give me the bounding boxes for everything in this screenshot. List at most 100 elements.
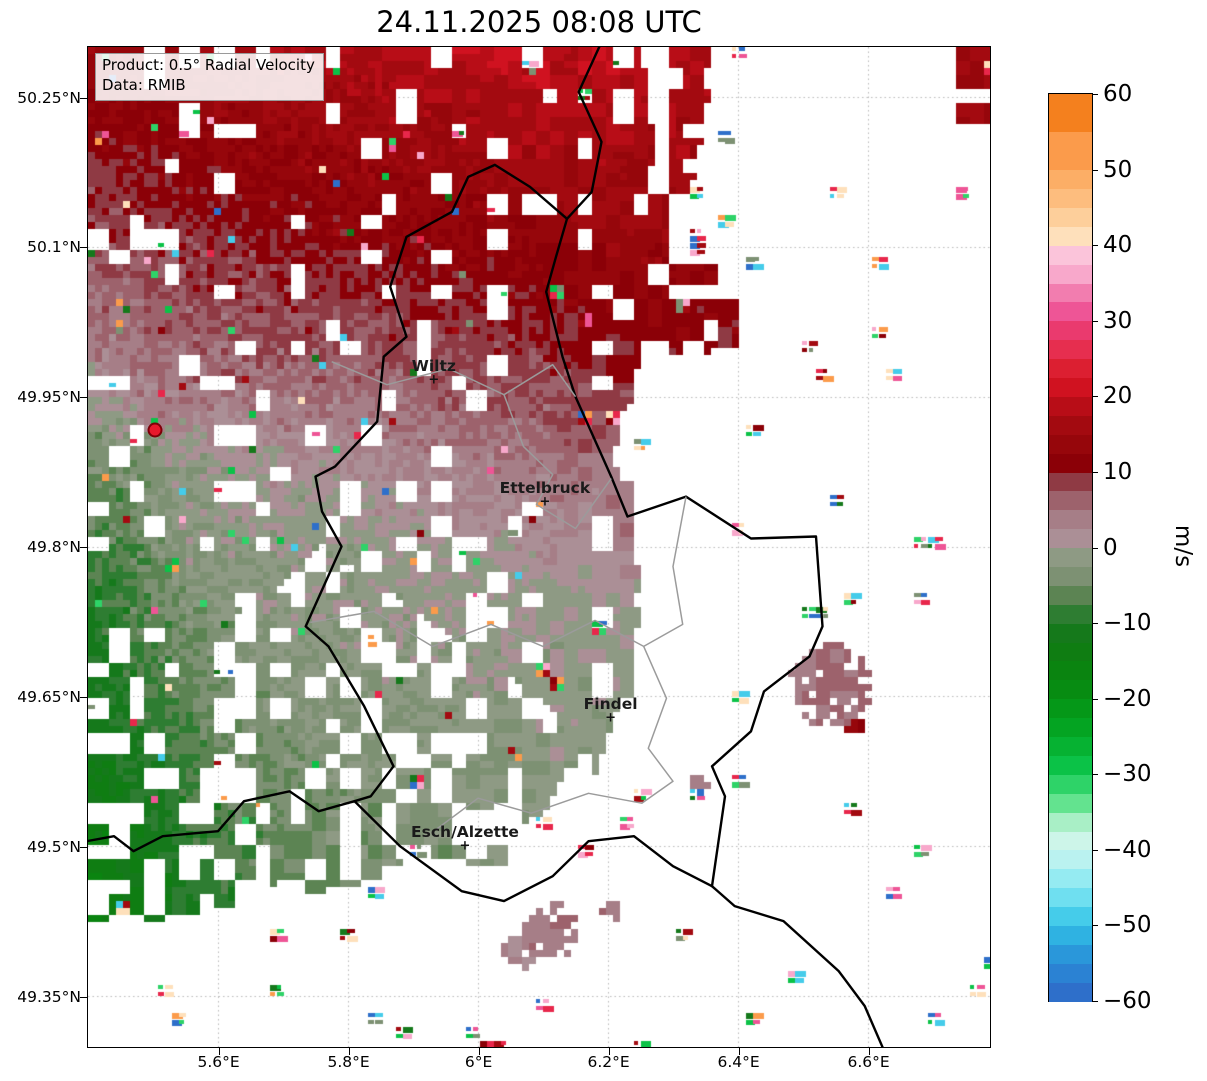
x-axis-tick-mark (348, 1047, 350, 1055)
y-axis-tick-mark (80, 996, 87, 998)
axis-tick-label: 6.4°E (717, 1053, 760, 1071)
colorbar-tick-label: 0 (1103, 534, 1118, 561)
colorbar-tick-label: 40 (1103, 232, 1133, 259)
axis-tick-label: 49.5°N (27, 837, 81, 856)
colorbar-band (1049, 736, 1092, 756)
colorbar-band (1049, 434, 1092, 454)
y-axis-tick-mark (80, 547, 87, 549)
colorbar-tick-label: −10 (1103, 610, 1152, 637)
radar-site-dot (147, 422, 163, 438)
x-axis-tick-mark (608, 1047, 610, 1055)
colorbar-band (1049, 94, 1092, 133)
colorbar-band (1049, 415, 1092, 435)
colorbar-band (1049, 755, 1092, 775)
x-axis-tick-mark (218, 1047, 220, 1055)
colorbar-tick-mark (1092, 396, 1098, 398)
axis-tick-label: 49.65°N (17, 687, 81, 706)
colorbar-tick-mark (1092, 94, 1098, 95)
colorbar-band (1049, 849, 1092, 870)
y-axis-tick-mark (80, 247, 87, 249)
colorbar-band (1049, 660, 1092, 681)
colorbar-band (1049, 679, 1092, 700)
colorbar-tick-mark (1092, 320, 1098, 322)
colorbar-band (1049, 471, 1092, 492)
colorbar-band (1049, 585, 1092, 605)
colorbar-tick-label: −60 (1103, 988, 1152, 1014)
colorbar-band (1049, 377, 1092, 397)
colorbar-tick-mark (1092, 849, 1098, 851)
axis-tick-label: 50.1°N (27, 238, 81, 257)
colorbar-tick-mark (1092, 1001, 1098, 1002)
x-axis-tick-mark (868, 1047, 870, 1055)
city-plus-marker: + (459, 838, 471, 854)
colorbar-band (1049, 301, 1092, 322)
colorbar-band (1049, 830, 1092, 851)
colorbar-band (1049, 925, 1092, 945)
colorbar-band (1049, 528, 1092, 549)
colorbar-band (1049, 320, 1092, 341)
product-info-line: Product: 0.5° Radial Velocity (102, 56, 315, 74)
colorbar-band (1049, 623, 1092, 643)
colorbar-tick-label: −50 (1103, 912, 1152, 939)
y-axis-tick-mark (80, 397, 87, 399)
axis-tick-label: 6.6°E (847, 1053, 890, 1071)
colorbar-tick-label: −30 (1103, 761, 1152, 788)
colorbar-tick-label: 20 (1103, 383, 1133, 410)
figure-title: 24.11.2025 08:08 UTC (376, 5, 702, 39)
colorbar-band (1049, 717, 1092, 738)
colorbar-band (1049, 604, 1092, 624)
colorbar-tick-mark (1092, 547, 1098, 549)
colorbar-band (1049, 887, 1092, 908)
axis-tick-label: 5.8°E (327, 1053, 370, 1071)
product-info-box: Product: 0.5° Radial Velocity Data: RMIB (95, 53, 324, 101)
colorbar-tick-mark (1092, 471, 1098, 473)
colorbar-band (1049, 982, 1092, 1002)
colorbar-band (1049, 774, 1092, 794)
colorbar-band (1049, 207, 1092, 227)
axis-tick-label: 49.8°N (27, 538, 81, 557)
colorbar-band (1049, 358, 1092, 379)
city-plus-marker: + (605, 710, 617, 726)
axis-tick-label: 50.25°N (17, 88, 81, 107)
colorbar-tick-mark (1092, 925, 1098, 927)
data-source-line: Data: RMIB (102, 75, 186, 94)
map-plot: Product: 0.5° Radial Velocity Data: RMIB… (87, 46, 991, 1048)
y-axis-tick-mark (80, 846, 87, 848)
colorbar-band (1049, 906, 1092, 926)
colorbar-tick-label: 30 (1103, 307, 1133, 334)
axis-tick-label: 49.95°N (17, 388, 81, 407)
colorbar-tick-label: 50 (1103, 156, 1133, 183)
y-axis-tick-mark (80, 97, 87, 99)
axis-tick-label: 49.35°N (17, 987, 81, 1006)
colorbar-band (1049, 245, 1092, 265)
colorbar-tick-mark (1092, 169, 1098, 171)
colorbar-band (1049, 264, 1092, 284)
velocity-field-canvas (88, 47, 990, 1047)
colorbar-band (1049, 566, 1092, 586)
colorbar-band (1049, 641, 1092, 662)
colorbar-tick-mark (1092, 698, 1098, 700)
colorbar-band (1049, 169, 1092, 190)
colorbar-tick-mark (1092, 774, 1098, 776)
colorbar-tick-mark (1092, 623, 1098, 625)
colorbar-band (1049, 509, 1092, 530)
colorbar-band (1049, 812, 1092, 832)
y-axis-tick-mark (80, 696, 87, 698)
colorbar-band (1049, 131, 1092, 171)
axis-tick-label: 6°E (464, 1053, 493, 1071)
colorbar-tick-label: 60 (1103, 81, 1133, 107)
colorbar-band (1049, 793, 1092, 813)
colorbar-tick-label: 10 (1103, 458, 1133, 485)
colorbar-band (1049, 453, 1092, 473)
colorbar-tick-label: −20 (1103, 685, 1152, 712)
colorbar-band (1049, 868, 1092, 889)
colorbar-band (1049, 188, 1092, 208)
x-axis-tick-mark (738, 1047, 740, 1055)
axis-tick-label: 6.2°E (587, 1053, 630, 1071)
colorbar (1048, 93, 1093, 1002)
axis-tick-label: 5.6°E (197, 1053, 240, 1071)
x-axis-tick-mark (478, 1047, 480, 1055)
colorbar-band (1049, 698, 1092, 719)
colorbar-band (1049, 226, 1092, 246)
